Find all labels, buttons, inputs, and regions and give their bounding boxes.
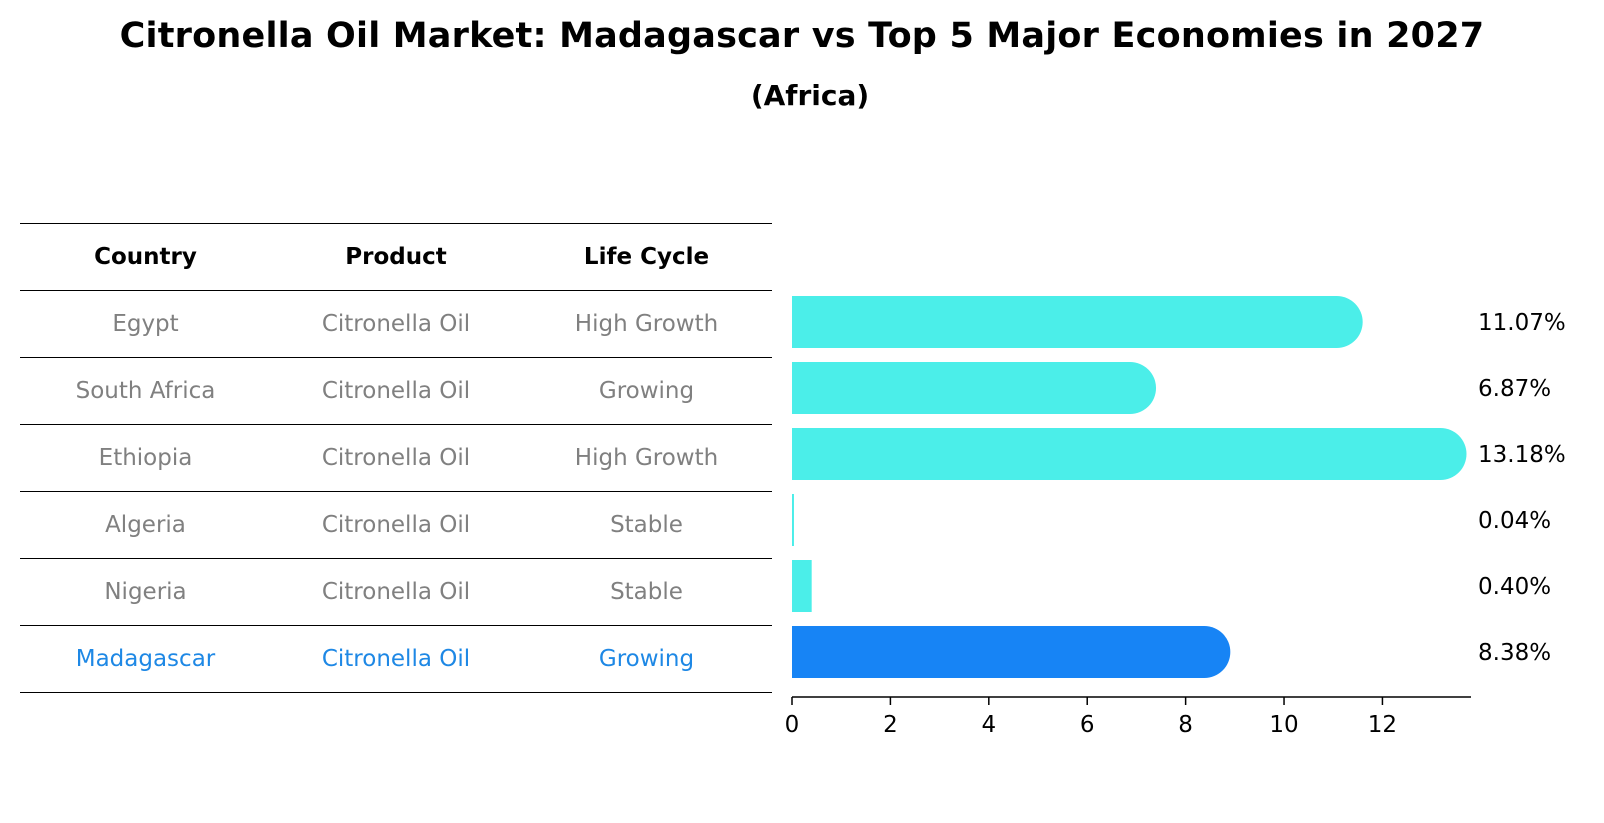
chart-subtitle: (Africa)	[750, 79, 870, 112]
cell-product: Citronella Oil	[271, 491, 521, 559]
x-tick-label: 10	[1269, 712, 1298, 738]
value-label: 0.40%	[1478, 574, 1551, 600]
cell-product: Citronella Oil	[271, 357, 521, 425]
table-header-row: Country Product Life Cycle	[20, 223, 772, 291]
value-label: 11.07%	[1478, 310, 1566, 336]
cell-product: Citronella Oil	[271, 290, 521, 358]
cell-country: Nigeria	[20, 558, 271, 626]
header-country: Country	[20, 223, 271, 291]
value-label: 8.38%	[1478, 640, 1551, 666]
bar-south-africa	[792, 362, 1157, 414]
x-tick-label: 8	[1178, 712, 1193, 738]
cell-product: Citronella Oil	[271, 424, 521, 492]
cell-life-cycle: High Growth	[521, 290, 772, 358]
x-tick-label: 6	[1080, 712, 1095, 738]
chart-title: Citronella Oil Market: Madagascar vs Top…	[119, 16, 1485, 56]
cell-life-cycle: Growing	[521, 625, 772, 693]
table-row: South Africa Citronella Oil Growing	[20, 357, 772, 425]
table-row: Madagascar Citronella Oil Growing	[20, 625, 772, 693]
table-row: Ethiopia Citronella Oil High Growth	[20, 424, 772, 492]
bar-madagascar	[792, 626, 1231, 678]
value-label: 0.04%	[1478, 508, 1551, 534]
x-tick-label: 12	[1368, 712, 1397, 738]
value-label: 13.18%	[1478, 442, 1566, 468]
bar-ethiopia	[792, 428, 1467, 480]
data-table: Country Product Life Cycle Egypt Citronel…	[20, 223, 772, 693]
cell-country: Madagascar	[20, 625, 271, 693]
cell-life-cycle: Stable	[521, 558, 772, 626]
cell-country: Algeria	[20, 491, 271, 559]
cell-product: Citronella Oil	[271, 558, 521, 626]
value-label: 6.87%	[1478, 376, 1551, 402]
cell-product: Citronella Oil	[271, 625, 521, 693]
header-life-cycle: Life Cycle	[521, 223, 772, 291]
cell-life-cycle: Stable	[521, 491, 772, 559]
cell-country: Ethiopia	[20, 424, 271, 492]
bar-algeria	[792, 494, 794, 546]
header-product: Product	[271, 223, 521, 291]
table-row: Algeria Citronella Oil Stable	[20, 491, 772, 559]
bar-nigeria	[792, 560, 812, 612]
bar-egypt	[792, 296, 1363, 348]
x-tick-label: 2	[883, 712, 898, 738]
table-row: Egypt Citronella Oil High Growth	[20, 290, 772, 358]
x-tick-label: 4	[981, 712, 996, 738]
cell-life-cycle: High Growth	[521, 424, 772, 492]
x-tick-label: 0	[785, 712, 800, 738]
cell-country: Egypt	[20, 290, 271, 358]
cell-country: South Africa	[20, 357, 271, 425]
table-row: Nigeria Citronella Oil Stable	[20, 558, 772, 626]
